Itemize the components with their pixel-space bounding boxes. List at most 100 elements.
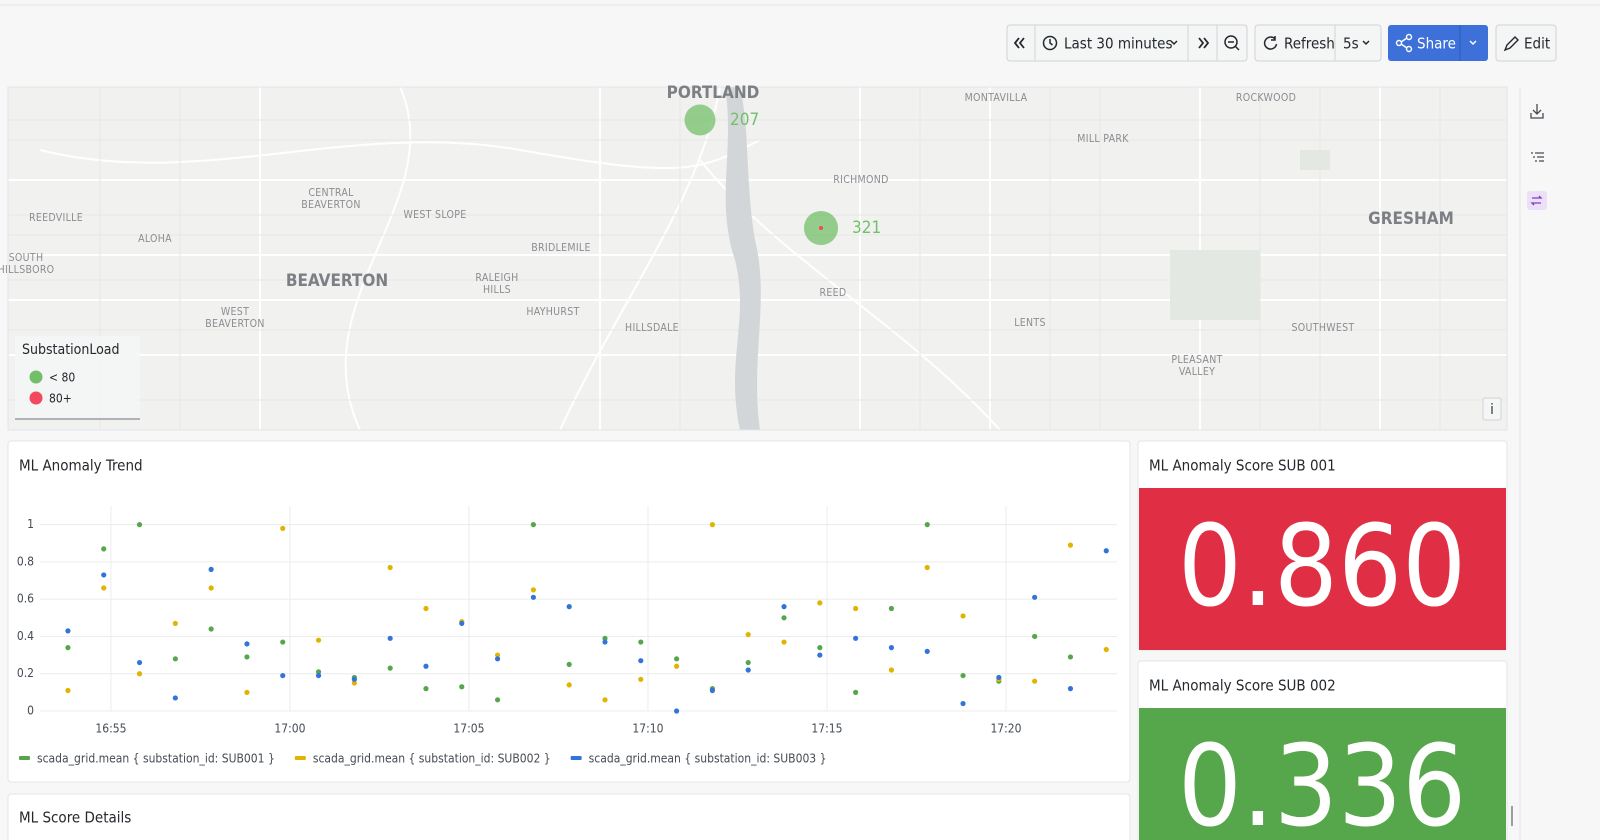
legend-label: < 80 (49, 371, 75, 385)
clock-icon (1042, 35, 1058, 51)
sidebar-icon[interactable] (1531, 152, 1544, 162)
scatter-point (530, 587, 536, 593)
scatter-point (315, 672, 322, 679)
refresh-icon (1263, 36, 1278, 50)
refresh-interval[interactable]: 5s (1343, 35, 1359, 53)
scatter-point (351, 676, 357, 682)
map-legend-title: SubstationLoad (22, 342, 120, 358)
map-place-label: CENTRAL BEAVERTON (301, 187, 360, 211)
share-icon (1395, 33, 1413, 53)
refresh-button[interactable]: Refresh (1284, 35, 1335, 53)
legend-swatch (294, 756, 306, 760)
map-place-label: ROCKWOOD (1236, 92, 1296, 104)
scatter-point (781, 615, 787, 621)
scatter-point (566, 604, 572, 610)
scatter-point (853, 635, 859, 641)
scatter-point (65, 628, 71, 634)
map-place-label: WEST BEAVERTON (205, 306, 264, 330)
stat-value: 0.336 (1178, 722, 1466, 840)
map-place-label: SOUTH HILLSBORO (0, 252, 54, 276)
scatter-point (924, 522, 930, 528)
y-tick-label: 0.6 (17, 592, 34, 606)
map-place-label: HILLSDALE (625, 322, 679, 334)
map-marker-label: 207 (730, 110, 759, 130)
map-marker-label: 321 (852, 218, 881, 238)
scatter-point (65, 687, 71, 694)
share-dropdown[interactable] (1469, 40, 1477, 46)
scatter-point (817, 652, 823, 658)
scatter-point (924, 564, 930, 571)
map-place-label: HAYHURST (526, 306, 579, 318)
scatter-point (602, 639, 608, 645)
map-info-button[interactable]: i (1490, 402, 1494, 418)
toolbar: Last 30 minutes Refresh 5s Share Edit (1006, 24, 1557, 62)
scatter-point (638, 676, 644, 682)
scatter-point (638, 658, 644, 664)
x-tick-label: 17:00 (274, 722, 305, 736)
scatter-point (1067, 654, 1074, 660)
scatter-point (709, 687, 716, 694)
map-place-label: PLEASANT VALLEY (1171, 354, 1222, 378)
edit-button[interactable]: Edit (1524, 35, 1550, 53)
map-place-label: RICHMOND (833, 174, 888, 186)
share-group (1388, 25, 1488, 61)
map-place-label: REED (820, 287, 847, 299)
scatter-point (638, 639, 644, 645)
scatter-point (602, 697, 608, 703)
map-place-label: LENTS (1014, 317, 1046, 329)
scatter-point (853, 689, 859, 695)
scatter-point (172, 620, 178, 627)
map-place-label: WEST SLOPE (403, 209, 466, 221)
scatter-point (960, 672, 966, 679)
scatter-point (136, 671, 143, 677)
scatter-point (674, 708, 680, 714)
sidebar-icon[interactable] (1527, 191, 1547, 210)
time-range[interactable]: Last 30 minutes (1064, 35, 1172, 53)
scatter-point (566, 661, 572, 668)
share-button[interactable]: Share (1417, 35, 1456, 53)
scatter-point (459, 684, 465, 690)
scatter-point (853, 605, 859, 612)
scatter-point (423, 663, 429, 669)
sidebar-icon[interactable] (1530, 104, 1544, 119)
scatter-point (530, 594, 536, 600)
scatter-point (101, 572, 107, 578)
panel-title: ML Anomaly Trend (19, 457, 143, 475)
scatter-point (817, 600, 823, 606)
legend-label: scada_grid.mean { substation_id: SUB001 … (37, 752, 275, 766)
x-tick-label: 17:10 (632, 722, 663, 736)
map-place-label: ALOHA (138, 233, 172, 245)
scatter-point (136, 522, 143, 528)
scatter-point (888, 605, 895, 612)
trend-panel (7, 440, 1131, 783)
map-place-label: MILL PARK (1077, 133, 1129, 145)
edit-group (1495, 24, 1557, 62)
scatter-point (709, 522, 716, 528)
scatter-point (745, 631, 751, 638)
map-place-label: RALEIGH HILLS (475, 272, 518, 296)
shift-forward-button[interactable] (1198, 37, 1210, 49)
x-tick-label: 17:05 (453, 722, 484, 736)
map-marker (684, 104, 716, 136)
scatter-point (494, 656, 501, 662)
scatter-point (1067, 686, 1074, 692)
panel-title: ML Anomaly Score SUB 002 (1149, 677, 1336, 695)
scatter-point (244, 654, 250, 660)
panel-title: ML Score Details (19, 809, 131, 827)
scatter-point (315, 637, 322, 643)
scatter-point (888, 645, 895, 651)
scatter-point (423, 686, 429, 692)
scatter-point (387, 635, 393, 641)
legend-swatch (29, 391, 43, 405)
scatter-point (1032, 594, 1038, 600)
scatter-point (208, 626, 214, 632)
shift-back-button[interactable] (1013, 37, 1025, 49)
scatter-point (996, 674, 1002, 681)
y-tick-label: 1 (27, 517, 34, 531)
scatter-point (494, 697, 501, 703)
legend-label: 80+ (49, 392, 72, 406)
y-tick-label: 0.8 (17, 554, 34, 568)
zoom-out-button[interactable] (1224, 35, 1238, 49)
y-tick-label: 0 (27, 704, 34, 718)
